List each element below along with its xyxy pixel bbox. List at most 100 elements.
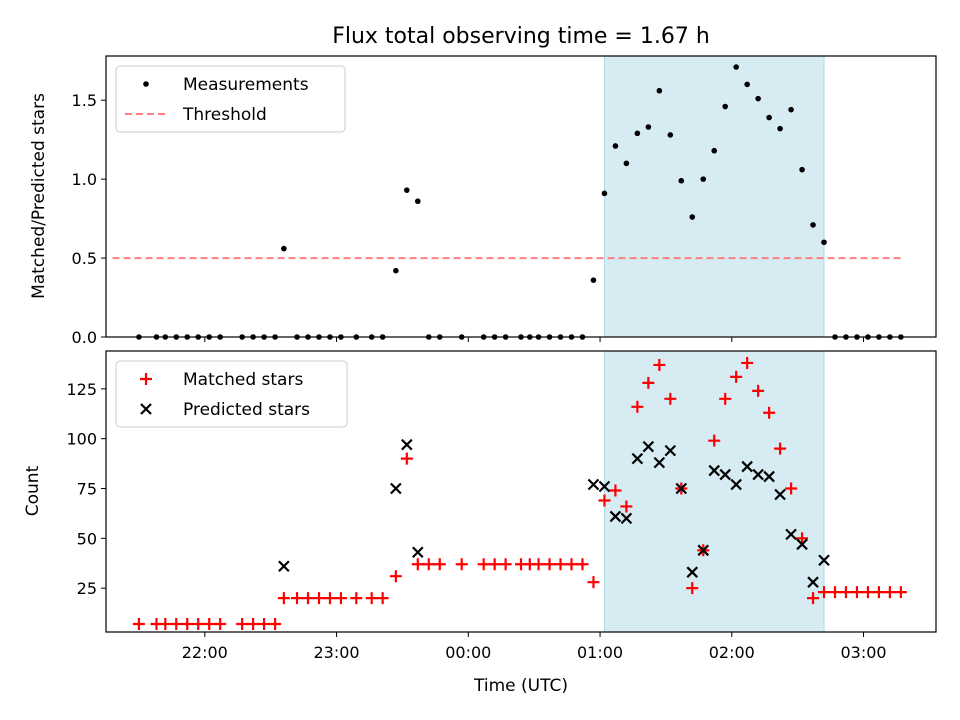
measurement-point [755, 95, 761, 102]
measurement-point [711, 147, 718, 154]
matched-stars-point [389, 570, 402, 583]
matched-stars-point [477, 558, 490, 571]
predicted-stars-point [609, 510, 622, 523]
matched-stars-point [433, 558, 446, 571]
matched-stars-point [796, 532, 809, 545]
matched-stars-point [214, 618, 227, 631]
y-tick-label: 0.0 [72, 328, 97, 347]
predicted-stars-point [697, 544, 710, 557]
matched-stars-point [609, 484, 622, 497]
matched-stars-point [653, 358, 666, 371]
chart-title: Flux total observing time = 1.67 h [332, 24, 710, 49]
matched-stars-point [818, 586, 831, 599]
measurement-point [634, 130, 641, 137]
matched-stars-point [323, 592, 336, 605]
matched-legend-label: Matched stars [183, 370, 303, 390]
predicted-stars-point [807, 576, 819, 588]
matched-stars-point [400, 452, 413, 465]
ratio-panel: 0.0 0.5 1.0 1.5 Matched/Predicted stars Mea… [29, 55, 937, 347]
measurement-point [700, 176, 707, 182]
matched-stars-point [269, 618, 282, 631]
matched-stars-point [686, 582, 699, 595]
measurement-point [733, 64, 739, 70]
measurement-point [601, 190, 608, 197]
matched-stars-point [850, 586, 863, 599]
y-tick-label: 1.5 [72, 91, 97, 110]
predicted-stars-point [412, 546, 424, 559]
measurement-point [623, 160, 630, 167]
matched-stars-point [807, 592, 820, 605]
x-tick-label: 23:00 [314, 643, 360, 662]
matched-stars-point [334, 592, 347, 605]
matched-stars-point [708, 434, 721, 447]
observing-span [603, 350, 825, 633]
measurement-point [766, 114, 772, 121]
y-tick-label: 100 [66, 430, 97, 449]
matched-stars-point [730, 370, 743, 383]
matched-stars-point [543, 558, 556, 571]
matched-stars-point [719, 392, 732, 405]
matched-stars-point [532, 558, 545, 571]
measurement-point [414, 198, 421, 205]
matched-stars-point [312, 592, 325, 605]
ratio-legend-box [115, 65, 346, 133]
measurement-point [788, 106, 794, 113]
matched-stars-point [422, 558, 435, 571]
predicted-stars-point [708, 464, 721, 477]
matched-stars-point [247, 618, 260, 631]
matched-stars-point [785, 482, 798, 495]
predicted-stars-point [686, 566, 699, 578]
matched-stars-point [774, 442, 787, 455]
predicted-stars-point [763, 470, 775, 483]
predicted-stars-point [587, 478, 600, 491]
matched-stars-point [132, 618, 145, 631]
measurement-point [821, 239, 827, 246]
matched-stars-point [752, 384, 765, 397]
matched-stars-point [411, 558, 424, 571]
matched-stars-point [302, 592, 315, 605]
matched-stars-point [598, 494, 611, 507]
predicted-stars-point [598, 480, 611, 493]
matched-stars-point [839, 586, 852, 599]
x-tick-label: 22:00 [182, 643, 228, 662]
matched-stars-point [376, 592, 389, 605]
ratio-y-axis-label: Matched/Predicted stars [29, 93, 49, 299]
measurement-point [744, 81, 750, 88]
measurements-legend-label: Measurements [183, 75, 309, 95]
count-legend-box [115, 360, 348, 428]
measurement-point [777, 125, 783, 132]
x-tick-label: 02:00 [709, 643, 755, 662]
matched-stars-point [350, 592, 363, 605]
matched-stars-point [861, 586, 874, 599]
matched-stars-point [664, 392, 677, 405]
matched-stars-point [258, 618, 271, 631]
count-axes-frame [105, 350, 937, 633]
matched-stars-point [277, 592, 290, 605]
predicted-stars-point [785, 528, 797, 541]
y-tick-label: 1.0 [72, 170, 97, 189]
predicted-stars-point [730, 478, 742, 491]
matched-stars-point [488, 558, 501, 571]
y-tick-label: 125 [66, 380, 97, 399]
count-legend: Matched stars Predicted stars [115, 360, 348, 428]
measurement-point [612, 143, 619, 149]
measurement-point [722, 103, 729, 110]
matched-stars-point [499, 558, 512, 571]
predicted-legend-marker [140, 403, 152, 415]
predicted-stars-point [774, 488, 786, 501]
matched-stars-point [181, 618, 194, 631]
measurement-point [393, 267, 399, 274]
predicted-stars-point [653, 456, 666, 469]
measurement-point [645, 124, 652, 130]
measurement-point [281, 245, 287, 252]
count-y-axis-label: Count [23, 465, 43, 516]
measurement-point [810, 222, 816, 228]
predicted-stars-point [390, 482, 402, 495]
matched-stars-point [894, 586, 907, 599]
matched-stars-point [872, 586, 885, 599]
measurement-point [678, 177, 685, 184]
matched-stars-point [565, 558, 578, 571]
y-tick-label: 75 [77, 480, 97, 499]
matched-legend-marker [140, 373, 152, 385]
predicted-stars-point [719, 468, 731, 481]
